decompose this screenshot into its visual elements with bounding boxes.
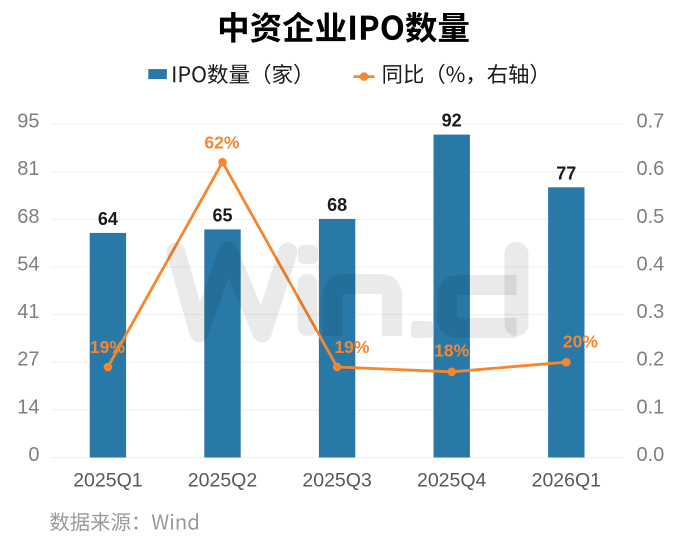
svg-text:81: 81: [17, 158, 39, 180]
svg-text:2025Q4: 2025Q4: [417, 470, 487, 492]
svg-text:92: 92: [442, 111, 462, 131]
svg-text:18%: 18%: [434, 340, 469, 360]
svg-text:2025Q1: 2025Q1: [73, 470, 142, 492]
svg-text:0.7: 0.7: [637, 111, 665, 133]
svg-text:68: 68: [327, 195, 347, 215]
svg-text:95: 95: [17, 111, 39, 133]
svg-text:64: 64: [98, 209, 118, 229]
svg-text:0.0: 0.0: [637, 444, 665, 466]
svg-text:0.1: 0.1: [637, 396, 665, 418]
svg-text:62%: 62%: [204, 132, 239, 152]
svg-text:0.6: 0.6: [637, 158, 665, 180]
svg-text:2026Q1: 2026Q1: [532, 470, 601, 492]
svg-text:19%: 19%: [334, 337, 369, 357]
svg-text:0: 0: [28, 444, 39, 466]
svg-text:0.4: 0.4: [637, 254, 665, 276]
svg-text:68: 68: [17, 206, 39, 228]
svg-text:0.5: 0.5: [637, 206, 665, 228]
svg-text:0.3: 0.3: [637, 301, 665, 323]
svg-text:41: 41: [17, 301, 39, 323]
svg-text:2025Q3: 2025Q3: [302, 470, 371, 492]
svg-text:20%: 20%: [563, 332, 598, 352]
svg-text:27: 27: [17, 349, 39, 371]
svg-text:65: 65: [212, 205, 232, 225]
svg-text:19%: 19%: [90, 337, 125, 357]
svg-text:77: 77: [556, 163, 576, 183]
svg-text:14: 14: [17, 396, 39, 418]
svg-text:2025Q2: 2025Q2: [188, 470, 257, 492]
svg-text:0.2: 0.2: [637, 349, 665, 371]
svg-text:54: 54: [17, 254, 39, 276]
